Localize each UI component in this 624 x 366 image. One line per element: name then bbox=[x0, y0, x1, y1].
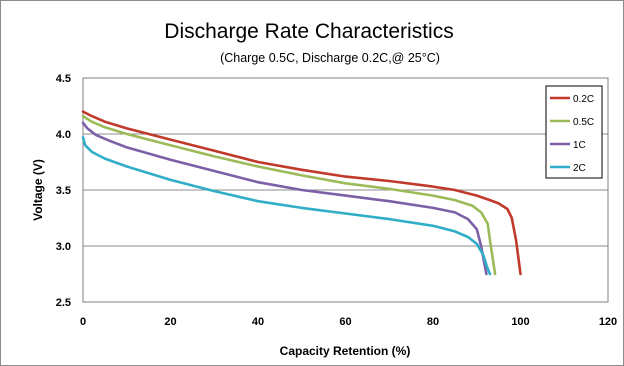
y-tick-label: 2.5 bbox=[56, 297, 71, 309]
y-tick-label: 3.5 bbox=[56, 185, 71, 197]
x-axis-label: Capacity Retention (%) bbox=[280, 344, 411, 358]
x-tick-label: 20 bbox=[164, 316, 176, 328]
legend-label-1C: 1C bbox=[573, 140, 586, 151]
legend-label-0.2C: 0.2C bbox=[573, 94, 594, 105]
x-tick-label: 60 bbox=[339, 316, 351, 328]
x-tick-label: 80 bbox=[427, 316, 439, 328]
x-tick-label: 120 bbox=[599, 316, 617, 328]
plot-area-border bbox=[82, 77, 609, 303]
chart-title: Discharge Rate Characteristics bbox=[164, 20, 453, 43]
series-line-0.5C bbox=[81, 114, 497, 276]
series-line-0.2C bbox=[81, 110, 522, 276]
legend-box bbox=[545, 85, 603, 179]
y-tick-label: 4.5 bbox=[56, 73, 71, 85]
x-tick-label: 100 bbox=[511, 316, 529, 328]
y-axis-label: Voltage (V) bbox=[31, 159, 45, 221]
x-tick-label: 0 bbox=[80, 316, 86, 328]
chart-subtitle: (Charge 0.5C, Discharge 0.2C,@ 25°C) bbox=[220, 51, 440, 65]
legend: 0.2C 0.5C 1C 2C bbox=[545, 85, 603, 179]
gridlines bbox=[83, 133, 608, 247]
legend-label-2C: 2C bbox=[573, 163, 586, 174]
y-tick-label: 4.0 bbox=[56, 129, 71, 141]
legend-label-0.5C: 0.5C bbox=[573, 117, 594, 128]
series-line-2C bbox=[81, 136, 492, 276]
series-line-1C bbox=[81, 121, 488, 276]
y-axis-ticks: 2.5 3.0 3.5 4.0 4.5 bbox=[56, 73, 71, 309]
x-tick-label: 40 bbox=[252, 316, 264, 328]
series-lines bbox=[81, 110, 522, 276]
x-axis-ticks: 0 20 40 60 80 100 120 bbox=[80, 316, 617, 328]
y-tick-label: 3.0 bbox=[56, 241, 71, 253]
